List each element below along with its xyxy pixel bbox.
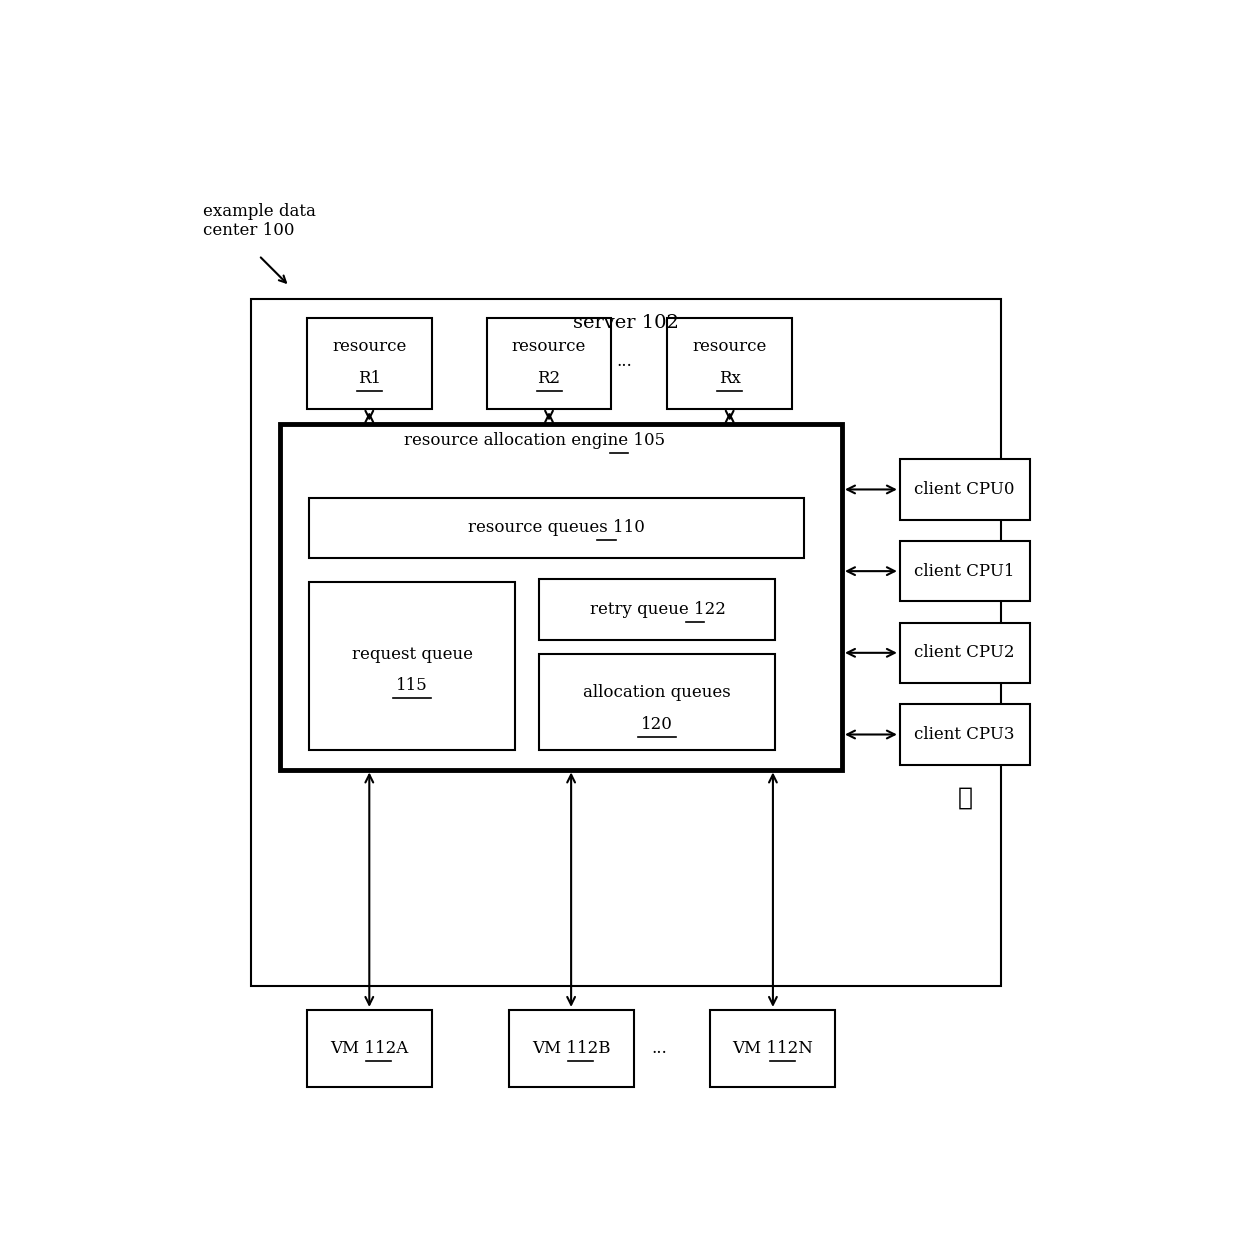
Text: Rx: Rx [719,371,740,387]
Bar [306,1010,432,1087]
Text: 120: 120 [641,716,673,733]
Text: ...: ... [616,353,632,369]
Bar [900,540,1029,602]
Text: client CPU0: client CPU0 [914,480,1014,498]
Text: ...: ... [652,1040,667,1057]
Text: VM 112A: VM 112A [330,1040,408,1057]
Bar [486,318,611,409]
Bar [667,318,792,409]
Text: client CPU2: client CPU2 [914,644,1014,661]
Text: resource: resource [332,338,407,354]
Bar [309,498,804,558]
Bar [539,654,775,750]
Text: R2: R2 [537,371,560,387]
Text: resource: resource [512,338,587,354]
Text: ⋮: ⋮ [957,787,972,810]
Bar [900,623,1029,683]
Bar [711,1010,836,1087]
Bar [306,318,432,409]
Bar [508,1010,634,1087]
Bar [250,298,1001,986]
Bar [280,423,842,770]
Bar [900,704,1029,765]
Text: request queue: request queue [352,645,472,663]
Text: 115: 115 [397,676,428,694]
Text: resource: resource [692,338,766,354]
Text: client CPU1: client CPU1 [914,563,1014,579]
Text: VM 112B: VM 112B [532,1040,610,1057]
Text: example data
center 100: example data center 100 [203,202,316,240]
Text: server 102: server 102 [573,313,678,332]
Text: resource queues 110: resource queues 110 [469,519,645,535]
Text: allocation queues: allocation queues [583,684,732,701]
Text: VM 112N: VM 112N [733,1040,813,1057]
Text: retry queue 122: retry queue 122 [590,600,725,618]
Text: client CPU3: client CPU3 [914,726,1014,743]
Bar [900,459,1029,519]
Bar [309,582,516,750]
Text: resource allocation engine 105: resource allocation engine 105 [404,432,665,449]
Bar [539,579,775,640]
Text: R1: R1 [358,371,381,387]
